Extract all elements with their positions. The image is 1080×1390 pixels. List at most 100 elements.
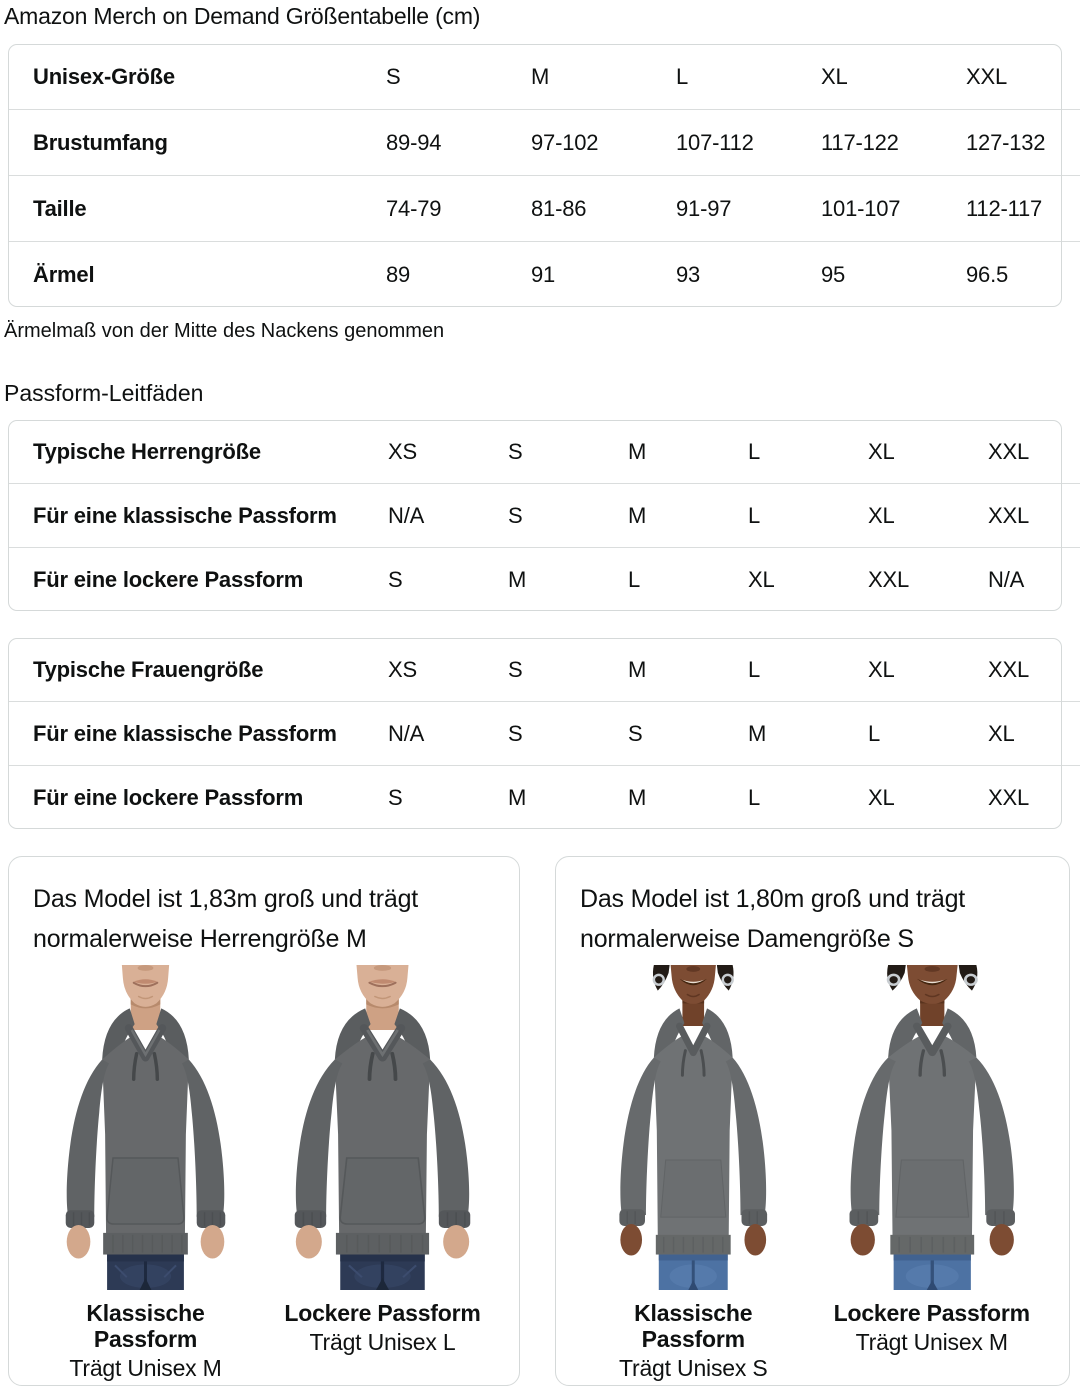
model-description: Das Model ist 1,83m groß und trägt norma… xyxy=(33,885,419,953)
page-title: Amazon Merch on Demand Größentabelle (cm… xyxy=(4,3,481,29)
caption-sub: Trägt Unisex L xyxy=(309,1329,456,1355)
caption-title: Klassische Passform xyxy=(634,1300,753,1352)
size-cell: M xyxy=(628,420,748,484)
size-cell: L xyxy=(628,566,641,592)
womens-model-card: Das Model ist 1,80m groß und trägt norma… xyxy=(555,856,1070,1386)
size-cell: M xyxy=(748,701,868,766)
mens-fit-chart: Typische Herrengröße XS S M L XL XXL Für eine k… xyxy=(8,420,1080,611)
figure-row: Klassische Passform Trägt Unisex S Locke… xyxy=(580,965,1045,1384)
size-cell: 89-94 xyxy=(386,109,531,176)
fit-guides-heading: Passform-Leitfäden xyxy=(4,380,204,406)
row-label: Typische Herrengröße xyxy=(8,420,388,484)
sleeve-measure-note: Ärmelmaß von der Mitte des Nackens genom… xyxy=(4,320,445,342)
size-cell: XL xyxy=(868,420,988,484)
size-cell: XXL xyxy=(988,784,1029,810)
caption-title: Lockere Passform xyxy=(284,1300,481,1326)
caption-sub: Trägt Unisex S xyxy=(619,1355,768,1381)
size-cell: S xyxy=(508,701,628,766)
size-cell: 81-86 xyxy=(531,175,676,242)
size-cell: 89 xyxy=(386,261,411,287)
row-label: Typische Frauengröße xyxy=(8,638,388,702)
size-cell: 91 xyxy=(531,261,556,287)
model-cards: Das Model ist 1,83m groß und trägt norma… xyxy=(8,856,1080,1386)
size-cell: 97-102 xyxy=(531,109,676,176)
figure-row: Klassische Passform Trägt Unisex M Locke… xyxy=(33,965,495,1384)
size-cell: L xyxy=(748,420,868,484)
size-cell: M xyxy=(628,483,748,548)
figure-caption: Lockere Passform Trägt Unisex L xyxy=(270,1300,495,1358)
size-cell: XXL xyxy=(988,638,1080,702)
size-cell: XL xyxy=(821,44,966,110)
size-cell: S xyxy=(508,420,628,484)
size-cell: L xyxy=(748,638,868,702)
size-cell: 95 xyxy=(821,261,846,287)
size-cell: 96.5 xyxy=(966,261,1009,287)
size-cell: L xyxy=(676,44,821,110)
size-cell: M xyxy=(508,784,527,810)
size-cell: S xyxy=(628,701,748,766)
size-cell: 93 xyxy=(676,261,701,287)
row-label: Unisex-Größe xyxy=(8,44,386,110)
size-cell: 74-79 xyxy=(386,175,531,242)
size-cell: L xyxy=(748,483,868,548)
table-row: Brustumfang 89-94 97-102 107-112 117-122 127-… xyxy=(8,109,1080,176)
table-row: Taille 74-79 81-86 91-97 101-107 112-117 xyxy=(8,175,1080,242)
row-label: Brustumfang xyxy=(8,109,386,176)
figure-loose-fit: Lockere Passform Trägt Unisex L xyxy=(270,965,495,1384)
figure-caption: Klassische Passform Trägt Unisex S xyxy=(580,1300,807,1384)
size-cell: XL xyxy=(868,784,895,810)
size-cell: N/A xyxy=(988,566,1025,592)
size-cell: XXL xyxy=(966,44,1080,110)
table-row: Ärmel 89 91 93 95 96.5 xyxy=(8,242,1080,308)
size-cell: XL xyxy=(988,701,1080,766)
size-chart-table: Unisex-Größe S M L XL XXL Brustumfang 89-94 97-1… xyxy=(8,44,1080,307)
size-cell: L xyxy=(748,784,761,810)
size-cell: N/A xyxy=(388,483,508,548)
size-chart: Unisex-Größe S M L XL XXL Brustumfang 89-94 97-1… xyxy=(8,44,1080,307)
caption-title: Lockere Passform xyxy=(833,1300,1030,1326)
caption-sub: Trägt Unisex M xyxy=(69,1355,222,1381)
size-cell: L xyxy=(868,701,988,766)
figure-loose-fit: Lockere Passform Trägt Unisex M xyxy=(819,965,1046,1384)
figure-caption: Klassische Passform Trägt Unisex M xyxy=(33,1300,258,1384)
size-cell: 107-112 xyxy=(676,109,821,176)
size-cell: 101-107 xyxy=(821,175,966,242)
size-cell: S xyxy=(388,784,403,810)
size-cell: N/A xyxy=(388,701,508,766)
mens-fit-table: Typische Herrengröße XS S M L XL XXL Für eine k… xyxy=(8,420,1080,611)
caption-sub: Trägt Unisex M xyxy=(855,1329,1008,1355)
row-label: Ärmel xyxy=(33,261,95,287)
model-description: Das Model ist 1,80m groß und trägt norma… xyxy=(580,885,966,953)
size-cell: XS xyxy=(388,638,508,702)
size-cell: 117-122 xyxy=(821,109,966,176)
size-cell: S xyxy=(388,566,403,592)
figure-classic-fit: Klassische Passform Trägt Unisex S xyxy=(580,965,807,1384)
model-photo-male-classic xyxy=(33,965,258,1290)
size-cell: M xyxy=(531,44,676,110)
size-cell: 112-117 xyxy=(966,175,1080,242)
size-cell: XXL xyxy=(988,420,1080,484)
table-row: Für eine lockere Passform S M L XL XXL N/A xyxy=(8,548,1080,612)
size-cell: XXL xyxy=(988,483,1080,548)
size-cell: XXL xyxy=(868,566,909,592)
mens-model-card: Das Model ist 1,83m groß und trägt norma… xyxy=(8,856,520,1386)
womens-fit-chart: Typische Frauengröße XS S M L XL XXL Für eine k… xyxy=(8,638,1080,829)
size-cell: XL xyxy=(868,638,988,702)
size-cell: XL xyxy=(868,483,988,548)
size-cell: M xyxy=(628,638,748,702)
size-cell: S xyxy=(386,44,531,110)
row-label: Für eine klassische Passform xyxy=(8,483,388,548)
model-photo-male-loose xyxy=(270,965,495,1290)
table-row: Typische Herrengröße XS S M L XL XXL xyxy=(8,420,1080,484)
size-cell: M xyxy=(628,784,647,810)
table-row: Für eine lockere Passform S M M L XL XXL xyxy=(8,766,1080,830)
size-cell: 91-97 xyxy=(676,175,821,242)
size-cell: M xyxy=(508,566,527,592)
row-label: Für eine lockere Passform xyxy=(33,784,304,810)
size-cell: XL xyxy=(748,566,775,592)
size-cell: S xyxy=(508,483,628,548)
table-row: Für eine klassische Passform N/A S M L XL XXL xyxy=(8,483,1080,548)
row-label: Für eine klassische Passform xyxy=(8,701,388,766)
table-row: Unisex-Größe S M L XL XXL xyxy=(8,44,1080,110)
size-cell: 127-132 xyxy=(966,109,1080,176)
